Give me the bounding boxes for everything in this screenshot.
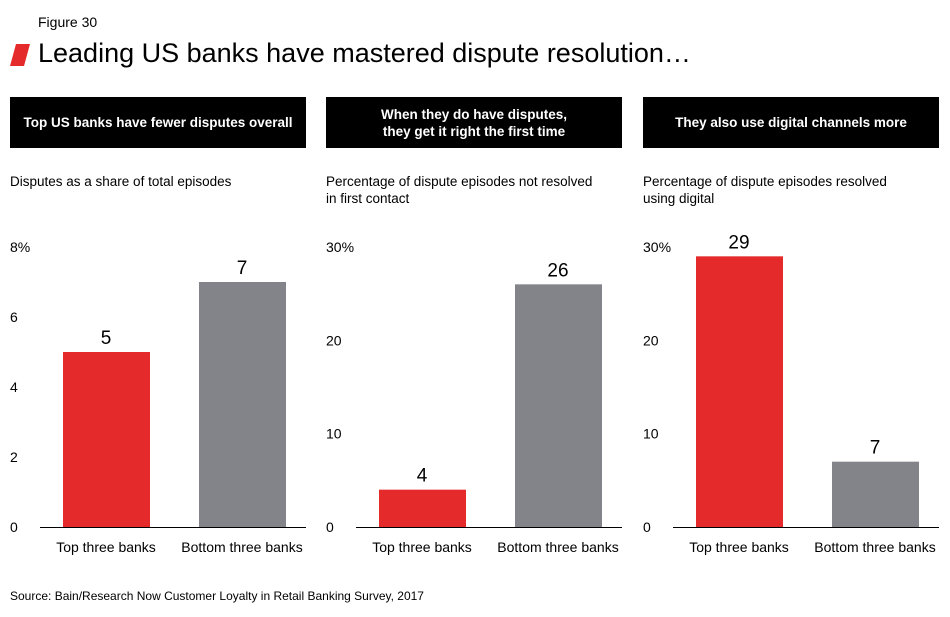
- y-tick-label: 10: [326, 426, 342, 442]
- y-tick-label: 0: [326, 519, 334, 535]
- bar-chart-first-contact: 0 10 20 30% 4 Top three banks 26 Bottom three b…: [326, 239, 622, 555]
- y-tick-label: 8%: [10, 239, 30, 255]
- bar-top-three-banks: [63, 352, 150, 527]
- bar-chart-digital-channels: 0 10 20 30% 29 Top three banks 7 Bottom three b…: [643, 232, 939, 555]
- source-note: Source: Bain/Research Now Customer Loyal…: [10, 589, 424, 603]
- bar-bottom-three-banks: [515, 284, 602, 527]
- x-category-label: Bottom three banks: [497, 539, 618, 555]
- y-tick-label: 10: [643, 426, 659, 442]
- x-category-label: Top three banks: [689, 539, 789, 555]
- y-tick-label: 4: [10, 379, 18, 395]
- y-tick-label: 2: [10, 449, 18, 465]
- bar-bottom-three-banks: [199, 282, 286, 527]
- x-category-label: Top three banks: [56, 539, 156, 555]
- panel-subtitle: Percentage of dispute episodes resolved …: [643, 174, 887, 206]
- panel-header: Top US banks have fewer disputes overall: [10, 97, 306, 148]
- data-label: 29: [728, 232, 749, 253]
- page-title: Leading US banks have mastered dispute r…: [38, 38, 691, 68]
- y-tick-label: 0: [10, 519, 18, 535]
- panel-first-contact: When they do have disputes, they get it …: [326, 97, 622, 617]
- y-tick-label: 20: [326, 332, 342, 348]
- x-category-label: Top three banks: [372, 539, 472, 555]
- bar-chart-disputes-share: 0 2 4 6 8% 5 Top three banks 7 Bottom three bank…: [10, 239, 306, 555]
- data-label: 7: [870, 438, 881, 459]
- data-label: 26: [547, 260, 568, 281]
- x-category-label: Bottom three banks: [814, 539, 935, 555]
- data-label: 5: [101, 328, 112, 349]
- title-accent-mark: [10, 44, 30, 66]
- data-label: 4: [417, 466, 428, 487]
- panel-digital-channels: They also use digital channels more Perc…: [643, 97, 939, 617]
- y-tick-label: 6: [10, 309, 18, 325]
- y-tick-label: 20: [643, 332, 659, 348]
- bar-top-three-banks: [696, 256, 783, 527]
- x-category-label: Bottom three banks: [181, 539, 302, 555]
- bar-top-three-banks: [379, 489, 466, 527]
- panel-header: When they do have disputes, they get it …: [326, 97, 622, 148]
- panel-disputes-share: Top US banks have fewer disputes overall…: [10, 97, 306, 617]
- y-tick-label: 30%: [643, 239, 671, 255]
- panel-subtitle: Disputes as a share of total episodes: [10, 174, 232, 189]
- figure-label: Figure 30: [38, 14, 98, 30]
- data-label: 7: [237, 258, 248, 279]
- bar-bottom-three-banks: [832, 461, 919, 527]
- y-tick-label: 0: [643, 519, 651, 535]
- y-tick-label: 30%: [326, 239, 354, 255]
- panel-header: They also use digital channels more: [643, 97, 939, 148]
- panel-subtitle: Percentage of dispute episodes not resol…: [326, 174, 593, 206]
